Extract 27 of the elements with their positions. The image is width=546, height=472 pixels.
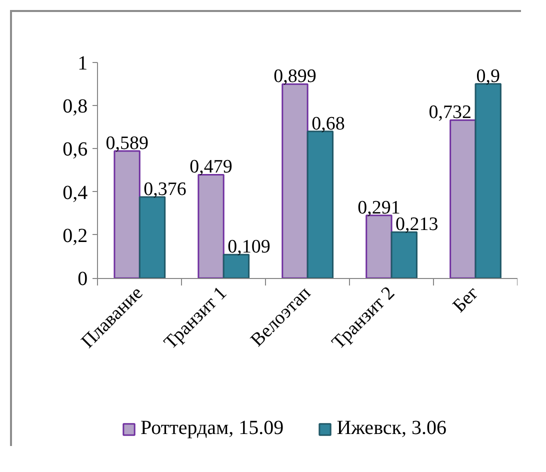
data-label: 0,732 (428, 102, 472, 124)
y-tick-label: 0,2 (62, 224, 88, 247)
bar (198, 174, 224, 279)
legend-label: Ижевск, 3.06 (336, 417, 446, 440)
data-label: 0,376 (144, 178, 186, 200)
y-tick-label: 0 (78, 268, 88, 290)
y-tick-label: 0,6 (62, 138, 88, 161)
bar (138, 196, 166, 279)
bar (450, 119, 476, 279)
bar (222, 254, 250, 279)
legend-label: Роттердам, 15.09 (140, 417, 284, 440)
bar (282, 83, 308, 279)
data-label: 0,899 (274, 66, 316, 88)
data-label: 0,9 (476, 66, 500, 87)
bar (114, 150, 140, 279)
y-tick-label: 0,4 (62, 182, 88, 204)
data-label: 0,68 (312, 113, 345, 134)
data-label: 0,109 (228, 236, 270, 258)
data-label: 0,479 (190, 156, 232, 178)
x-tick-label: Бег (448, 282, 484, 317)
bar (390, 231, 418, 279)
bar (366, 214, 392, 279)
bar (474, 83, 502, 279)
y-tick-label: 1 (78, 52, 88, 74)
bar (306, 130, 334, 279)
data-label: 0,589 (106, 133, 148, 154)
y-tick-label: 0,8 (62, 95, 88, 118)
